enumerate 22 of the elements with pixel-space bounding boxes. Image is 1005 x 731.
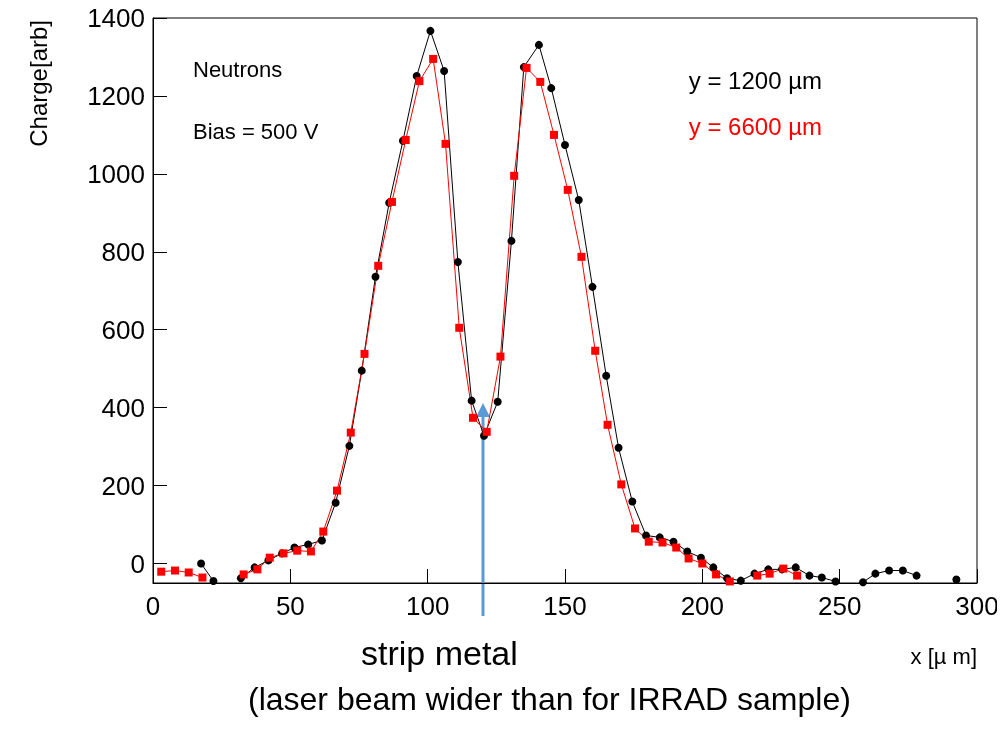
y-tick-label: 1000: [87, 158, 145, 189]
y-tick-label: 200: [101, 470, 145, 501]
x-tick-label: 300: [955, 591, 999, 621]
x-tick-label: 200: [680, 591, 725, 621]
text: (laser beam wider than for IRRAD sample): [248, 681, 851, 717]
x-tick-label: 100: [405, 591, 450, 621]
y-axis-title: Charge[arb]: [24, 20, 52, 147]
y-tick-label: 1200: [87, 80, 145, 111]
y-tick-label: 400: [101, 392, 145, 423]
x-tick-label: 50: [275, 591, 305, 621]
x-tick-label: 150: [543, 591, 587, 621]
y-tick-label: 800: [101, 236, 145, 267]
text: y = 6600 µm: [688, 112, 822, 140]
y-tick-label: 600: [101, 314, 145, 345]
annotation: Bias = 500 V: [193, 118, 319, 144]
x-tick-label: 250: [817, 591, 862, 621]
y-tick-label: 1400: [87, 3, 145, 33]
x-axis-title: x [µ m]: [910, 643, 977, 669]
y-tick-label: 0: [130, 548, 145, 579]
text: y = 1200 µm: [688, 66, 822, 94]
annotation: Neutrons: [193, 56, 283, 82]
text: strip metal: [361, 634, 518, 672]
